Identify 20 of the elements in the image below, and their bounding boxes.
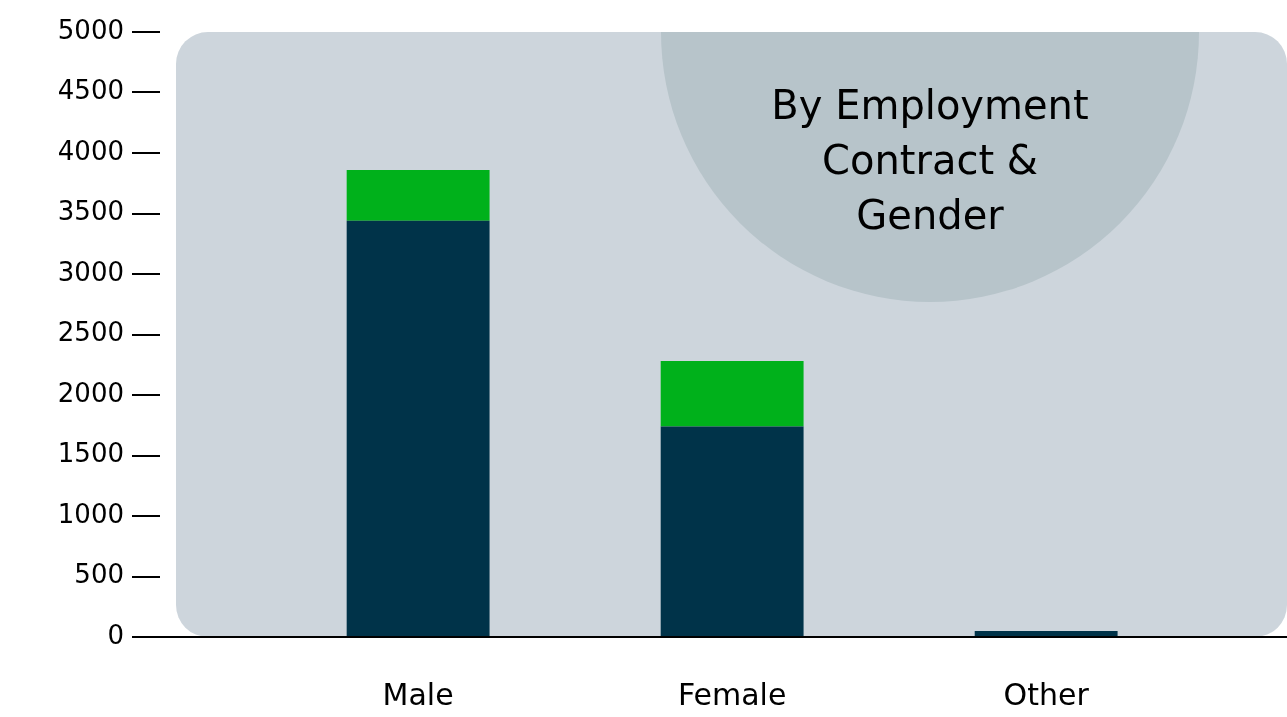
x-tick-label: Female — [677, 676, 787, 712]
y-tick-label: 1500 — [57, 438, 124, 469]
y-tick-label: 4500 — [57, 75, 124, 106]
x-tick-label: Other — [1003, 676, 1090, 712]
y-tick-label: 2500 — [57, 317, 124, 348]
bar — [346, 220, 490, 636]
y-tick-label: 4000 — [57, 135, 124, 166]
y-tick-label: 500 — [74, 559, 124, 590]
y-tick-label: 3500 — [57, 196, 124, 227]
bar — [660, 361, 804, 427]
x-tick-label: Male — [382, 676, 454, 712]
y-tick-label: 5000 — [57, 14, 124, 45]
bar — [346, 169, 490, 221]
y-tick-label: 2000 — [57, 377, 124, 408]
y-tick-label: 3000 — [57, 256, 124, 287]
bar — [974, 630, 1118, 636]
y-tick-label: 1000 — [57, 498, 124, 529]
bar — [660, 426, 804, 636]
y-tick-label: 0 — [107, 619, 124, 650]
text: By Employment Contract & Gender — [770, 81, 1090, 240]
